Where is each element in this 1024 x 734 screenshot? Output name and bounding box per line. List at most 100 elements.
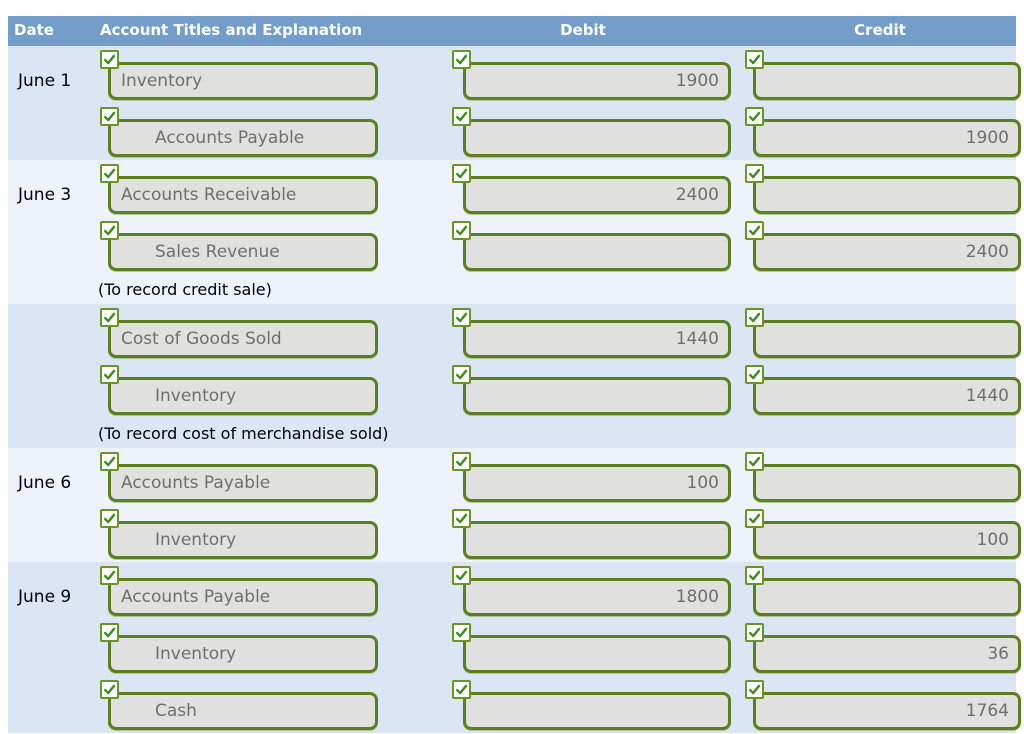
checkmark-icon <box>455 684 468 695</box>
credit-amount-input[interactable]: 100 <box>753 521 1021 559</box>
checkmark-icon <box>455 369 468 380</box>
account-title-input[interactable]: Cost of Goods Sold <box>108 320 378 358</box>
date-label: June 1 <box>18 71 72 91</box>
answer-checkbox[interactable] <box>452 509 471 528</box>
debit-amount-input[interactable]: 100 <box>463 464 731 502</box>
checkmark-icon <box>455 627 468 638</box>
answer-checkbox[interactable] <box>745 680 764 699</box>
credit-amount-input[interactable] <box>753 176 1021 214</box>
answer-checkbox[interactable] <box>100 623 119 642</box>
journal-line: June 1 Inventory 1900 <box>8 46 1021 103</box>
credit-amount-input[interactable]: 1440 <box>753 377 1021 415</box>
checkmark-icon <box>748 54 761 65</box>
answer-checkbox[interactable] <box>100 509 119 528</box>
answer-checkbox[interactable] <box>100 365 119 384</box>
account-title-input[interactable]: Inventory <box>108 635 378 673</box>
answer-checkbox[interactable] <box>100 221 119 240</box>
account-title-input[interactable]: Inventory <box>108 62 378 100</box>
debit-amount-input[interactable] <box>463 377 731 415</box>
answer-checkbox[interactable] <box>452 107 471 126</box>
debit-amount-input[interactable] <box>463 521 731 559</box>
journal-line: Inventory 100 <box>8 505 1021 562</box>
credit-amount-input[interactable]: 2400 <box>753 233 1021 271</box>
checkmark-icon <box>455 312 468 323</box>
journal-entries: June 1 Inventory 1900 Accounts Payable 1900 J… <box>8 46 1021 733</box>
date-label: June 3 <box>18 185 72 205</box>
debit-amount-input[interactable] <box>463 635 731 673</box>
answer-checkbox[interactable] <box>100 50 119 69</box>
checkmark-icon <box>455 111 468 122</box>
column-header-debit: Debit <box>560 21 606 39</box>
checkmark-icon <box>748 570 761 581</box>
answer-checkbox[interactable] <box>452 452 471 471</box>
journal-entry: June 9 Accounts Payable 1800 Inventory 36 Cas… <box>8 562 1021 733</box>
answer-checkbox[interactable] <box>100 566 119 585</box>
account-title-input[interactable]: Accounts Payable <box>108 119 378 157</box>
answer-checkbox[interactable] <box>452 221 471 240</box>
answer-checkbox[interactable] <box>452 365 471 384</box>
answer-checkbox[interactable] <box>745 365 764 384</box>
account-title-input[interactable]: Accounts Receivable <box>108 176 378 214</box>
answer-checkbox[interactable] <box>745 308 764 327</box>
journal-entry: Cost of Goods Sold 1440 Inventory 1440 (To r… <box>8 304 1021 448</box>
credit-amount-input[interactable]: 1900 <box>753 119 1021 157</box>
debit-amount-input[interactable] <box>463 692 731 730</box>
journal-entry-table: Date Account Titles and Explanation Debi… <box>8 16 1021 733</box>
answer-checkbox[interactable] <box>452 680 471 699</box>
checkmark-icon <box>455 513 468 524</box>
answer-checkbox[interactable] <box>745 566 764 585</box>
answer-checkbox[interactable] <box>745 623 764 642</box>
column-header-account: Account Titles and Explanation <box>100 21 363 39</box>
account-title-input[interactable]: Sales Revenue <box>108 233 378 271</box>
answer-checkbox[interactable] <box>100 308 119 327</box>
answer-checkbox[interactable] <box>100 452 119 471</box>
answer-checkbox[interactable] <box>452 308 471 327</box>
checkmark-icon <box>455 54 468 65</box>
account-title-input[interactable]: Accounts Payable <box>108 578 378 616</box>
debit-amount-input[interactable]: 1800 <box>463 578 731 616</box>
answer-checkbox[interactable] <box>745 221 764 240</box>
credit-amount-input[interactable] <box>753 320 1021 358</box>
journal-line: Accounts Payable 1900 <box>8 103 1021 160</box>
account-title-input[interactable]: Cash <box>108 692 378 730</box>
checkmark-icon <box>103 456 116 467</box>
checkmark-icon <box>103 627 116 638</box>
checkmark-icon <box>748 225 761 236</box>
journal-line: June 6 Accounts Payable 100 <box>8 448 1021 505</box>
account-title-input[interactable]: Inventory <box>108 521 378 559</box>
credit-amount-input[interactable] <box>753 62 1021 100</box>
journal-entry: June 3 Accounts Receivable 2400 Sales Reven… <box>8 160 1021 304</box>
credit-amount-input[interactable]: 36 <box>753 635 1021 673</box>
answer-checkbox[interactable] <box>100 680 119 699</box>
answer-checkbox[interactable] <box>745 50 764 69</box>
answer-checkbox[interactable] <box>745 107 764 126</box>
account-title-input[interactable]: Inventory <box>108 377 378 415</box>
credit-amount-input[interactable] <box>753 578 1021 616</box>
account-title-input[interactable]: Accounts Payable <box>108 464 378 502</box>
debit-amount-input[interactable]: 2400 <box>463 176 731 214</box>
answer-checkbox[interactable] <box>100 107 119 126</box>
checkmark-icon <box>103 54 116 65</box>
journal-line: Inventory 36 <box>8 619 1021 676</box>
debit-amount-input[interactable]: 1440 <box>463 320 731 358</box>
table-header: Date Account Titles and Explanation Debi… <box>8 16 1016 46</box>
journal-entry: June 1 Inventory 1900 Accounts Payable 1900 <box>8 46 1021 160</box>
answer-checkbox[interactable] <box>745 452 764 471</box>
date-label: June 9 <box>18 587 72 607</box>
answer-checkbox[interactable] <box>452 566 471 585</box>
checkmark-icon <box>103 369 116 380</box>
answer-checkbox[interactable] <box>452 623 471 642</box>
credit-amount-input[interactable]: 1764 <box>753 692 1021 730</box>
debit-amount-input[interactable] <box>463 119 731 157</box>
checkmark-icon <box>748 513 761 524</box>
answer-checkbox[interactable] <box>100 164 119 183</box>
checkmark-icon <box>748 627 761 638</box>
answer-checkbox[interactable] <box>452 50 471 69</box>
checkmark-icon <box>748 456 761 467</box>
answer-checkbox[interactable] <box>745 164 764 183</box>
answer-checkbox[interactable] <box>745 509 764 528</box>
answer-checkbox[interactable] <box>452 164 471 183</box>
debit-amount-input[interactable] <box>463 233 731 271</box>
debit-amount-input[interactable]: 1900 <box>463 62 731 100</box>
credit-amount-input[interactable] <box>753 464 1021 502</box>
